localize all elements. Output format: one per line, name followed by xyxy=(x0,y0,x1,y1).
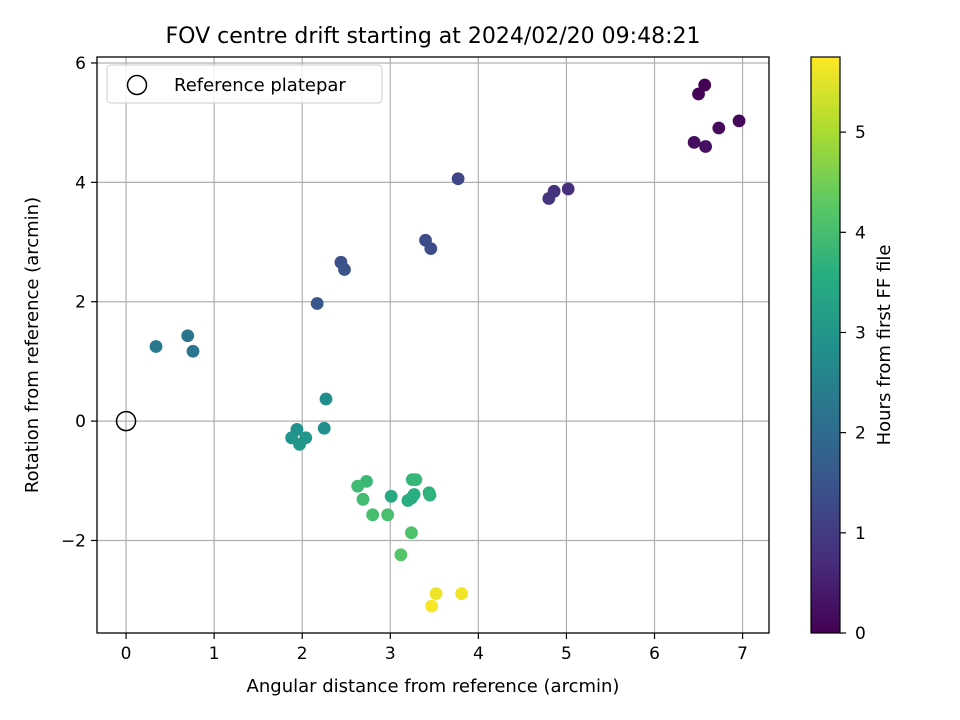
x-tick-label: 4 xyxy=(473,644,484,664)
colorbar-frame xyxy=(810,56,841,634)
data-point xyxy=(561,182,575,196)
data-point xyxy=(405,526,418,540)
x-axis-title: Angular distance from reference (arcmin) xyxy=(247,676,620,697)
x-tick-label: 0 xyxy=(121,644,132,664)
colorbar-tick-label: 2 xyxy=(855,424,866,444)
data-point xyxy=(699,140,712,153)
legend-marker xyxy=(126,74,148,96)
y-axis-ticks: −2 0 2 4 6 xyxy=(61,54,97,551)
colorbar-tick-label: 0 xyxy=(855,624,866,644)
data-point xyxy=(425,599,439,613)
colorbar-gradient xyxy=(811,57,840,633)
data-point xyxy=(542,192,556,205)
data-point xyxy=(381,508,395,522)
grid-lines xyxy=(97,57,769,633)
x-tick-label: 1 xyxy=(209,644,220,664)
colorbar-tick-label: 3 xyxy=(855,323,866,343)
data-point xyxy=(186,344,200,358)
y-tick-label: 0 xyxy=(75,412,86,432)
y-tick-label: −2 xyxy=(61,531,86,551)
x-tick-label: 5 xyxy=(561,644,572,664)
x-tick-label: 2 xyxy=(297,644,308,664)
data-point xyxy=(319,392,333,406)
x-axis-ticks: 0 1 2 3 4 5 6 7 xyxy=(121,633,748,664)
data-point xyxy=(451,172,465,186)
data-point xyxy=(394,548,408,562)
data-point xyxy=(409,473,423,486)
data-point xyxy=(732,114,746,128)
y-tick-label: 4 xyxy=(75,173,86,193)
legend-box xyxy=(106,64,383,104)
data-point xyxy=(293,437,306,451)
colorbar: 0 1 2 3 4 5 Hours from first FF file xyxy=(810,56,895,644)
x-tick-label: 6 xyxy=(649,644,660,664)
reference-platepar-marker xyxy=(115,410,137,432)
colorbar-tick-label: 5 xyxy=(855,123,866,143)
data-point xyxy=(338,263,351,276)
data-point xyxy=(149,340,163,353)
colorbar-tick-label: 4 xyxy=(855,223,866,243)
y-tick-label: 2 xyxy=(75,293,86,313)
legend: Reference platepar xyxy=(106,64,383,104)
data-point xyxy=(687,135,701,149)
x-tick-label: 3 xyxy=(385,644,396,664)
colorbar-title: Hours from first FF file xyxy=(874,245,895,446)
chart-title: FOV centre drift starting at 2024/02/20 … xyxy=(166,24,701,49)
plot-frame xyxy=(96,56,770,634)
data-point xyxy=(317,421,331,435)
data-point xyxy=(310,297,324,310)
data-point xyxy=(429,587,443,601)
colorbar-ticks: 0 1 2 3 4 5 xyxy=(840,123,866,644)
data-point xyxy=(698,78,712,92)
data-point xyxy=(351,479,365,493)
data-point xyxy=(424,242,438,256)
x-tick-label: 7 xyxy=(737,644,748,664)
data-point xyxy=(455,587,469,601)
data-point xyxy=(692,87,705,101)
data-point xyxy=(356,492,370,506)
data-point xyxy=(407,488,421,501)
data-point xyxy=(712,121,726,135)
data-point xyxy=(366,508,380,522)
y-tick-label: 6 xyxy=(75,54,86,74)
data-points xyxy=(115,78,746,613)
data-point xyxy=(181,329,195,343)
data-point xyxy=(423,488,437,502)
data-point xyxy=(384,489,398,503)
legend-label: Reference platepar xyxy=(174,75,346,96)
colorbar-tick-label: 1 xyxy=(855,524,866,544)
y-axis-title: Rotation from reference (arcmin) xyxy=(22,197,43,493)
